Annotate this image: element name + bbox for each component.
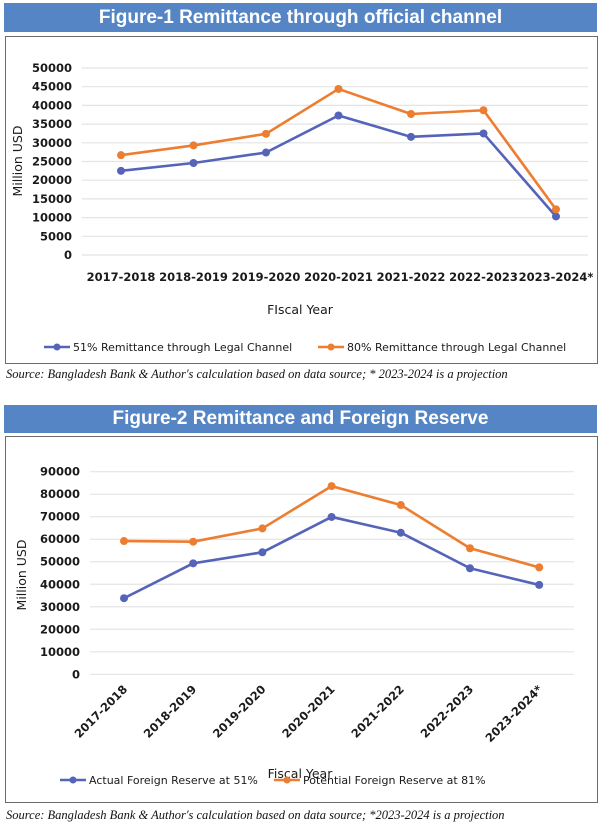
- x-tick-label: 2018-2019: [141, 682, 200, 741]
- data-point: [262, 148, 270, 157]
- data-point: [396, 501, 405, 510]
- y-tick-label: 35000: [32, 117, 72, 131]
- x-tick-label: 2022-2023: [418, 682, 477, 741]
- data-point: [396, 528, 405, 537]
- series-line: [123, 484, 540, 569]
- data-point: [479, 106, 488, 115]
- legend-marker: [283, 776, 291, 784]
- y-tick-label: 0: [64, 248, 72, 262]
- y-tick-label: 40000: [32, 98, 72, 112]
- data-point: [189, 141, 198, 150]
- data-point: [479, 129, 488, 138]
- data-point: [552, 205, 560, 214]
- data-point: [334, 84, 343, 93]
- x-tick-label: 2020-2021: [279, 682, 338, 741]
- y-tick-label: 70000: [40, 510, 80, 524]
- legend-marker: [53, 343, 61, 351]
- legend-label: Actual Foreign Reserve at 51%: [89, 774, 258, 787]
- data-point: [117, 151, 125, 160]
- x-axis-label: FIscal Year: [267, 302, 334, 317]
- x-tick-label: 2021-2022: [377, 270, 446, 284]
- y-tick-label: 10000: [40, 645, 80, 659]
- figure-1-source-note: Source: Bangladesh Bank & Author's calcu…: [6, 367, 508, 381]
- y-tick-label: 10000: [32, 211, 72, 225]
- data-point: [327, 482, 336, 491]
- data-point: [120, 537, 128, 546]
- data-point: [189, 559, 198, 568]
- y-tick-label: 25000: [32, 155, 72, 169]
- y-tick-label: 90000: [40, 465, 80, 479]
- y-tick-label: 80000: [40, 487, 80, 501]
- data-point: [327, 512, 336, 521]
- y-tick-label: 60000: [40, 532, 80, 546]
- y-tick-label: 30000: [32, 136, 72, 150]
- data-point: [535, 563, 544, 572]
- legend-marker: [69, 776, 77, 784]
- data-point: [407, 132, 415, 141]
- x-tick-label: 2020-2021: [304, 270, 373, 284]
- data-point: [117, 166, 125, 175]
- y-tick-label: 45000: [32, 80, 72, 94]
- figure-2-chart-frame: [5, 436, 598, 803]
- data-point: [334, 111, 343, 120]
- data-point: [466, 544, 474, 553]
- figure-2-source-note: Source: Bangladesh Bank & Author's calcu…: [6, 808, 505, 822]
- series-line: [123, 515, 540, 600]
- x-tick-label: 2019-2020: [210, 682, 269, 741]
- legend-label: Potential Foreign Reserve at 81%: [303, 774, 486, 787]
- figure-2-title: Figure-2 Remittance and Foreign Reserve: [4, 405, 597, 433]
- y-axis-label: Million USD: [10, 126, 25, 197]
- y-axis-label: Million USD: [14, 540, 29, 611]
- data-point: [189, 158, 198, 167]
- data-point: [552, 212, 560, 221]
- y-tick-label: 40000: [40, 577, 80, 591]
- y-tick-label: 50000: [32, 61, 72, 75]
- x-tick-label: 2023-2024*: [519, 270, 594, 284]
- x-tick-label: 2021-2022: [348, 682, 407, 741]
- y-tick-label: 20000: [32, 173, 72, 187]
- data-point: [120, 594, 128, 603]
- x-tick-label: 2018-2019: [159, 270, 228, 284]
- data-point: [407, 110, 415, 119]
- data-point: [189, 537, 198, 546]
- figure-1-title: Figure-1 Remittance through official cha…: [4, 3, 597, 32]
- data-point: [258, 548, 267, 557]
- x-tick-label: 2022-2023: [449, 270, 518, 284]
- x-tick-label: 2017-2018: [72, 682, 131, 741]
- y-tick-label: 20000: [40, 622, 80, 636]
- x-tick-label: 2017-2018: [87, 270, 156, 284]
- y-tick-label: 50000: [40, 555, 80, 569]
- data-point: [262, 129, 270, 138]
- legend-label: 51% Remittance through Legal Channel: [73, 341, 292, 354]
- legend-label: 80% Remittance through Legal Channel: [347, 341, 566, 354]
- data-point: [535, 580, 544, 589]
- y-tick-label: 0: [72, 667, 80, 681]
- y-tick-label: 30000: [40, 600, 80, 614]
- data-point: [258, 524, 267, 533]
- y-tick-label: 15000: [32, 192, 72, 206]
- data-point: [466, 564, 474, 573]
- figure-1-chart-frame: [5, 36, 598, 364]
- y-tick-label: 5000: [40, 229, 72, 243]
- x-tick-label: 2019-2020: [232, 270, 301, 284]
- legend-marker: [327, 343, 335, 351]
- x-axis-label: Fiscal Year: [268, 766, 334, 781]
- x-tick-label: 2023-2024*: [483, 682, 546, 745]
